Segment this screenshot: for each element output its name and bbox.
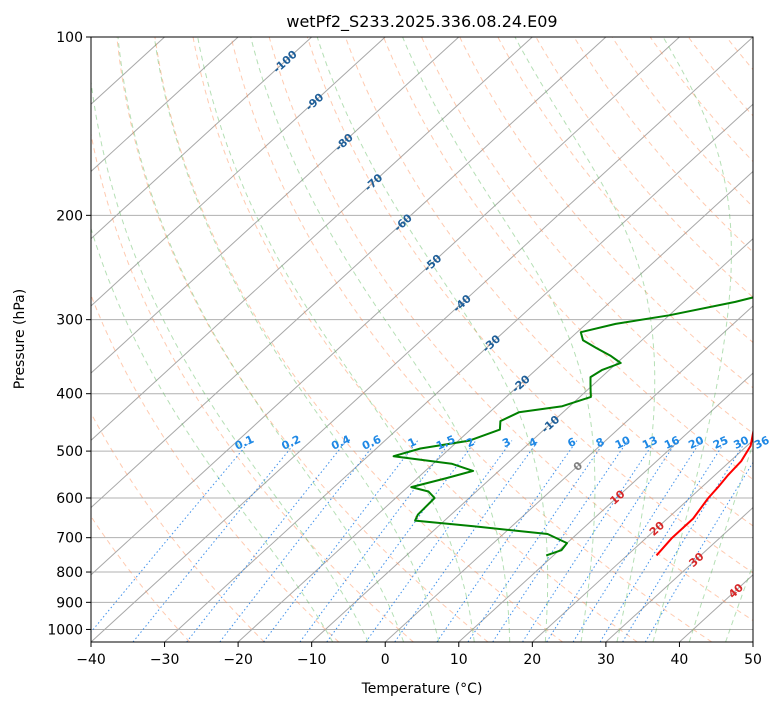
y-tick-label: 900 bbox=[56, 595, 83, 611]
dry-adiabat-line bbox=[91, 293, 340, 642]
moist-adiabat-line bbox=[316, 37, 549, 642]
y-tick-label: 500 bbox=[56, 444, 83, 460]
mixing-ratio-label: 10 bbox=[613, 433, 633, 451]
isotherm-line bbox=[91, 37, 239, 173]
x-tick-label: −20 bbox=[223, 652, 253, 668]
mixing-ratio-label: 36 bbox=[752, 433, 772, 451]
chart-title: wetPf2_S233.2025.336.08.24.E09 bbox=[286, 12, 557, 32]
mixing-ratio-line bbox=[522, 440, 656, 642]
dry-adiabat-line bbox=[192, 37, 638, 642]
moist-adiabat-line bbox=[514, 37, 656, 642]
mixing-ratio-line bbox=[492, 440, 629, 642]
mixing-ratio-line bbox=[186, 440, 348, 642]
moist-adiabat-line bbox=[197, 37, 475, 642]
moist-adiabat-line bbox=[250, 37, 511, 642]
x-tick-label: −10 bbox=[297, 652, 327, 668]
isotherm-line bbox=[605, 506, 753, 642]
mixing-ratio-line bbox=[132, 440, 298, 642]
dry-adiabat-line bbox=[611, 37, 753, 208]
y-tick-label: 600 bbox=[56, 491, 83, 507]
mixing-ratio-line bbox=[365, 440, 513, 642]
dry-adiabat-line bbox=[383, 37, 753, 481]
isotherm-line bbox=[91, 37, 313, 240]
temperature-line bbox=[655, 428, 753, 557]
x-tick-label: 40 bbox=[670, 652, 688, 668]
moist-adiabat-line bbox=[91, 77, 369, 642]
dry-adiabat-line bbox=[268, 37, 753, 622]
y-tick-label: 400 bbox=[56, 387, 83, 403]
axis-ticks: −40 −30 −20 −10 0 10 20 30 40 50 1000 900 800 700 600 5… bbox=[47, 30, 762, 668]
mixing-ratio-label: 25 bbox=[711, 434, 730, 452]
y-tick-label: 300 bbox=[56, 313, 83, 329]
moist-adiabat-line bbox=[402, 37, 596, 642]
y-tick-label: 800 bbox=[56, 565, 83, 581]
isotherm-line bbox=[458, 372, 753, 642]
dry-adiabat-line bbox=[91, 515, 191, 642]
dry-adiabat-line bbox=[116, 37, 489, 642]
dry-adiabat-line bbox=[497, 37, 753, 344]
moist-adiabat-line bbox=[91, 226, 334, 642]
plot-area bbox=[91, 37, 753, 642]
dry-adiabat-line bbox=[649, 37, 753, 163]
isotherm-line bbox=[91, 37, 460, 374]
mixing-ratio-line bbox=[326, 440, 477, 642]
dry-adiabat-line bbox=[573, 37, 753, 253]
isotherm-line bbox=[237, 170, 753, 642]
isotherm-line bbox=[91, 37, 386, 307]
mixing-ratio-line bbox=[219, 440, 378, 642]
y-axis-label: Pressure (hPa) bbox=[12, 289, 28, 389]
x-tick-label: 30 bbox=[597, 652, 615, 668]
moist-adiabat-line bbox=[688, 442, 753, 642]
mixing-ratio-label: 16 bbox=[662, 433, 682, 451]
isotherm-line bbox=[91, 37, 607, 509]
mixing-ratio-label: 20 bbox=[686, 433, 706, 451]
mixing-ratio-line bbox=[394, 440, 539, 642]
dry-adiabat-line bbox=[230, 37, 713, 642]
moist-adiabat-line bbox=[153, 37, 440, 642]
y-tick-label: 100 bbox=[56, 30, 83, 46]
isotherm-line bbox=[91, 37, 753, 642]
x-tick-label: 50 bbox=[744, 652, 762, 668]
isotherm-line bbox=[91, 37, 533, 442]
moist-adiabat-line bbox=[652, 37, 732, 642]
x-tick-label: −30 bbox=[150, 652, 180, 668]
mixing-ratio-label: 13 bbox=[640, 434, 659, 452]
moist-adiabat-line bbox=[725, 563, 753, 642]
y-tick-label: 200 bbox=[56, 208, 83, 224]
x-tick-label: 0 bbox=[381, 652, 390, 668]
x-tick-label: 20 bbox=[523, 652, 541, 668]
moist-adiabat-line bbox=[117, 37, 405, 642]
x-axis-label: Temperature (°C) bbox=[361, 681, 483, 697]
y-tick-label: 700 bbox=[56, 531, 83, 547]
isotherm-line bbox=[531, 439, 753, 642]
isotherm-line bbox=[164, 103, 753, 642]
dry-adiabat-line bbox=[306, 37, 753, 574]
mixing-ratio-line bbox=[622, 440, 747, 642]
mixing-ratio-label: 30 bbox=[732, 433, 752, 451]
dry-adiabat-line bbox=[91, 131, 414, 642]
mixing-ratio-line bbox=[436, 440, 578, 642]
y-tick-label: 1000 bbox=[47, 622, 83, 638]
mixing-ratio-line bbox=[644, 461, 753, 642]
dewpoint-line bbox=[392, 296, 753, 557]
isotherm-line bbox=[91, 37, 680, 576]
mixing-ratio-line bbox=[599, 440, 727, 642]
x-tick-label: 10 bbox=[450, 652, 468, 668]
isotherm-line bbox=[311, 237, 753, 642]
isotherm-line bbox=[384, 305, 753, 642]
mixing-ratio-line bbox=[467, 440, 606, 642]
dry-adiabat-line bbox=[535, 37, 753, 298]
x-tick-label: −40 bbox=[76, 652, 106, 668]
dry-adiabat-line bbox=[154, 37, 563, 642]
plot-frame bbox=[90, 36, 754, 643]
